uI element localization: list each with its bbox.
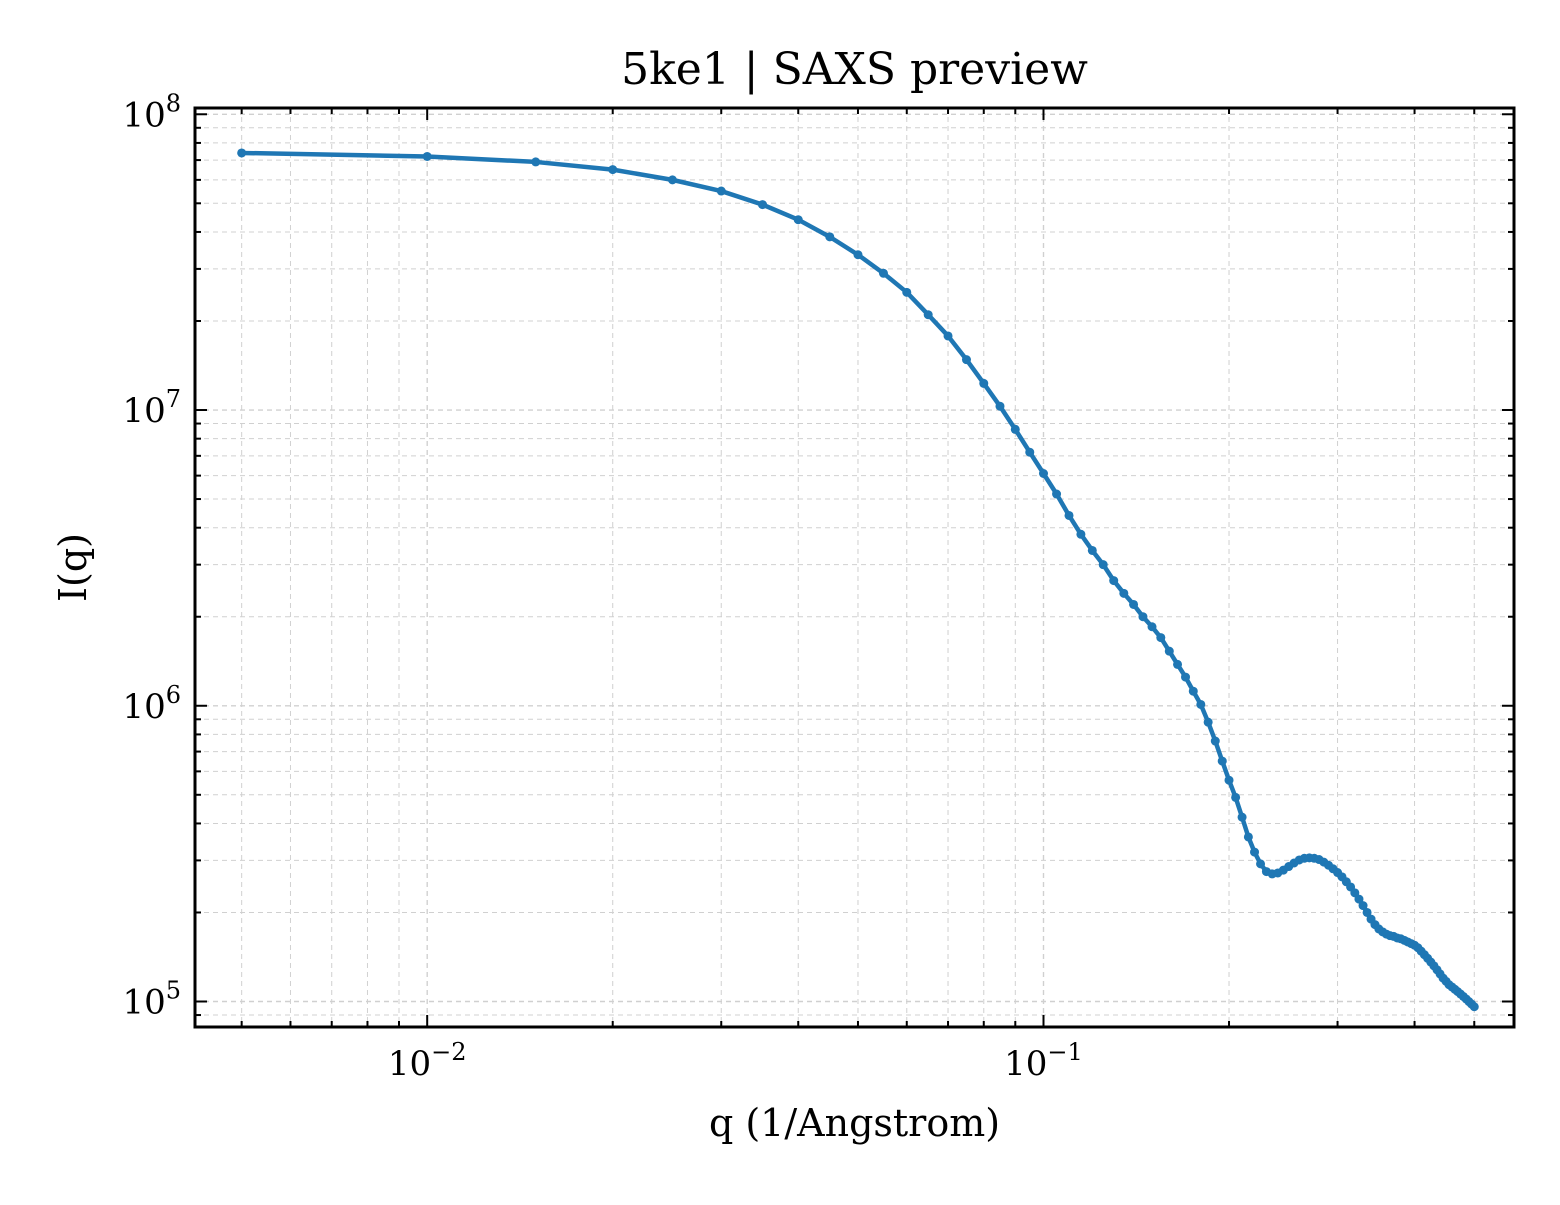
data-point bbox=[1250, 847, 1260, 857]
x-tick-label: 10−2 bbox=[388, 1038, 467, 1084]
data-point bbox=[667, 175, 677, 185]
data-point bbox=[1243, 832, 1253, 842]
data-point bbox=[1064, 510, 1074, 520]
data-point bbox=[923, 310, 933, 320]
plot-frame bbox=[193, 106, 1516, 1029]
y-axis-label: I(q) bbox=[51, 533, 95, 602]
axes bbox=[193, 106, 1516, 1029]
data-point bbox=[1138, 612, 1148, 622]
data-point bbox=[1010, 424, 1020, 434]
data-point bbox=[1129, 599, 1139, 609]
data-point bbox=[995, 401, 1005, 411]
data-point bbox=[1164, 646, 1174, 656]
labels: 5ke1 | SAXS preview q (1/Angstrom) I(q) bbox=[51, 44, 1088, 1145]
data-point bbox=[1203, 717, 1213, 727]
data-point bbox=[1052, 489, 1062, 499]
data-point bbox=[237, 148, 247, 158]
data-point bbox=[1237, 812, 1247, 822]
data-point bbox=[1217, 756, 1227, 766]
x-tick-label: 10−1 bbox=[1004, 1038, 1083, 1084]
data-point bbox=[1354, 894, 1364, 904]
data-point bbox=[1156, 633, 1166, 643]
data-point bbox=[422, 151, 432, 161]
data-point bbox=[1147, 622, 1157, 632]
y-tick-label: 106 bbox=[122, 681, 181, 727]
ticks: 10−2 10−1 105 106 107 108 bbox=[122, 89, 1514, 1084]
data-point bbox=[943, 331, 953, 341]
grid-lines bbox=[195, 108, 1514, 1027]
data-point bbox=[608, 165, 618, 175]
data-point bbox=[1181, 672, 1191, 682]
data-point bbox=[1210, 736, 1220, 746]
data-point bbox=[716, 186, 726, 196]
data-point bbox=[825, 232, 835, 242]
data-point bbox=[979, 378, 989, 388]
data-point bbox=[531, 157, 541, 167]
data-point bbox=[1076, 529, 1086, 539]
x-axis-label: q (1/Angstrom) bbox=[709, 1101, 1000, 1145]
data-point bbox=[1109, 576, 1119, 586]
y-tick-label: 107 bbox=[122, 385, 181, 431]
data-point bbox=[961, 355, 971, 365]
data-point bbox=[878, 268, 888, 278]
data-point bbox=[1362, 907, 1372, 917]
data-point bbox=[1173, 659, 1183, 669]
data-point bbox=[1087, 545, 1097, 555]
data-point bbox=[1188, 686, 1198, 696]
plot-area bbox=[237, 148, 1479, 1012]
data-point bbox=[1098, 560, 1108, 570]
data-point bbox=[793, 215, 803, 225]
data-point bbox=[1256, 859, 1266, 869]
data-point bbox=[1119, 588, 1129, 598]
data-point bbox=[853, 250, 863, 260]
data-point bbox=[1224, 775, 1234, 785]
data-point bbox=[902, 287, 912, 297]
data-point bbox=[1358, 901, 1368, 911]
data-point bbox=[1231, 792, 1241, 802]
chart-title: 5ke1 | SAXS preview bbox=[621, 44, 1088, 95]
y-tick-label: 105 bbox=[122, 977, 181, 1023]
data-point bbox=[1196, 699, 1206, 709]
data-point bbox=[1038, 469, 1048, 479]
data-point bbox=[758, 200, 768, 210]
data-point bbox=[1025, 447, 1035, 457]
y-tick-label: 108 bbox=[122, 89, 181, 135]
data-point bbox=[1469, 1002, 1479, 1012]
